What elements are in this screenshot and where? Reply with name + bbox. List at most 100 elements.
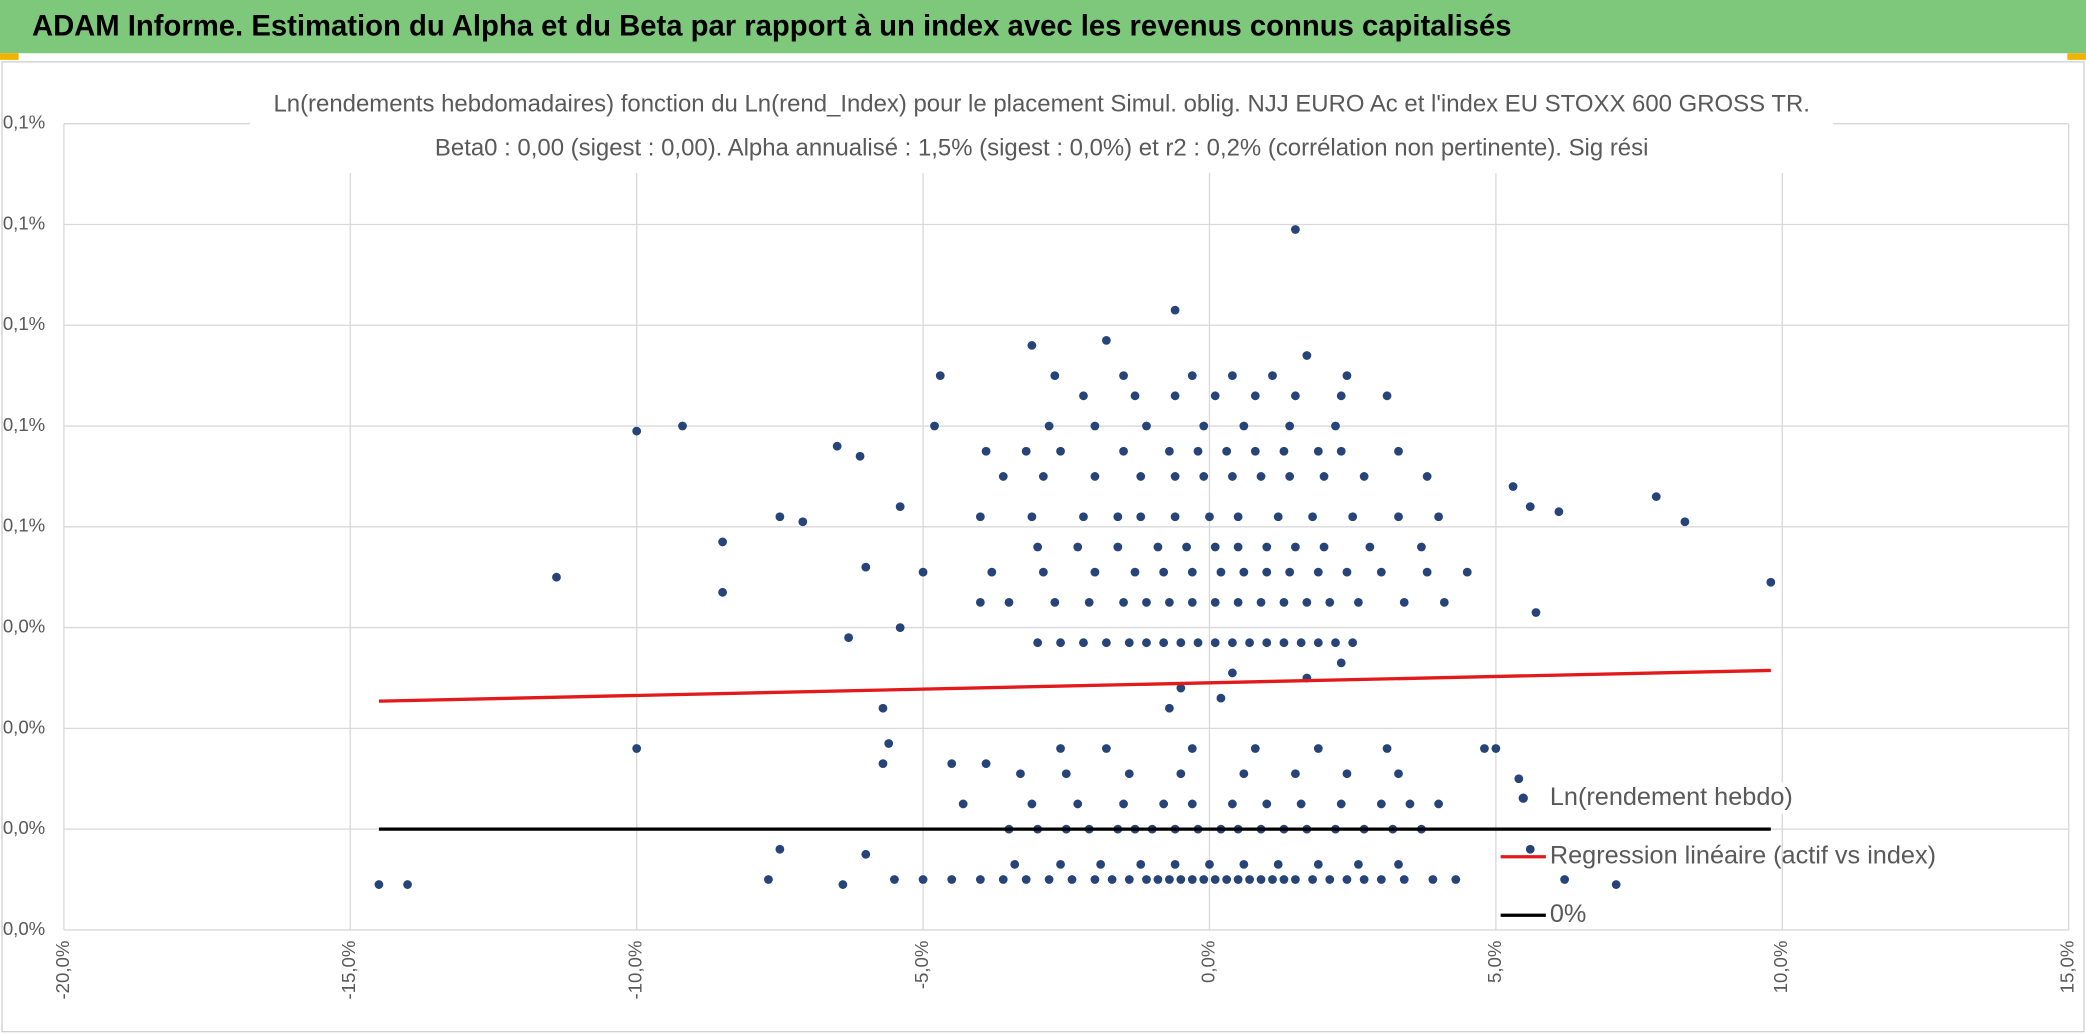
data-point [1376,567,1386,577]
data-point [1176,638,1186,648]
data-point [1228,668,1237,678]
data-point [1079,512,1088,522]
data-point [1291,875,1300,884]
data-point [1187,598,1197,607]
x-tick-label: 0,0% [1197,941,1218,983]
data-point [1182,542,1191,552]
data-point [975,598,985,607]
x-tick-label: -15,0% [338,941,359,1000]
data-point [1491,744,1501,753]
data-point [1296,799,1306,809]
data-point [1021,875,1031,884]
data-point [1405,799,1415,809]
data-point [1313,744,1323,753]
data-point [861,849,871,859]
data-point [1342,567,1352,577]
data-point [1170,472,1180,481]
data-point [1199,421,1209,431]
data-point [1239,769,1249,779]
data-point [1187,799,1197,809]
data-point [1187,744,1197,753]
data-point [1417,542,1426,552]
data-point [1004,598,1014,607]
data-point [1193,638,1203,648]
data-point [1245,638,1254,648]
data-point [1680,517,1690,527]
data-point [1439,598,1449,607]
data-point [1268,371,1277,381]
data-point [1376,875,1386,884]
data-point [1508,482,1518,491]
data-point [832,441,842,451]
data-point [1142,638,1151,648]
data-point [1382,391,1392,401]
legend-label: 0% [1550,900,1587,928]
legend-marker [1518,793,1528,803]
data-point [1342,769,1352,779]
data-point [678,421,687,431]
data-point [1233,598,1243,607]
data-point [1153,542,1163,552]
data-point [1514,774,1524,784]
data-point [1090,567,1100,577]
data-point [1130,391,1140,401]
data-point [1044,875,1054,884]
data-point [1113,542,1123,552]
data-point [1153,875,1163,884]
data-point [1291,769,1300,779]
y-tick-label: 0,1% [3,313,45,334]
data-point [1187,875,1197,884]
data-point [1205,860,1214,869]
data-point [1480,744,1489,753]
data-point [1199,875,1209,884]
data-point [1233,512,1243,522]
data-point [1124,875,1134,884]
data-point [1239,421,1249,431]
data-point [1525,502,1535,512]
data-point [1124,769,1134,779]
data-point [1313,567,1323,577]
data-point [1164,703,1174,713]
data-point [1079,391,1088,401]
data-point [1262,542,1272,552]
data-point [1056,860,1065,869]
data-point [1021,446,1031,456]
data-point [987,567,997,577]
data-point [1205,512,1214,522]
data-point [947,759,957,769]
x-tick-label: -20,0% [52,941,73,1000]
data-point [1308,512,1317,522]
data-point [1250,744,1260,753]
chart-subtitle: Beta0 : 0,00 (sigest : 0,00). Alpha annu… [435,134,1649,161]
data-point [552,572,561,582]
data-point [1560,875,1570,884]
data-point [1159,567,1169,577]
data-point [1210,875,1220,884]
data-point [1038,472,1048,481]
data-point [1210,542,1220,552]
data-point [1394,446,1403,456]
data-point [1033,638,1043,648]
data-point [1291,225,1300,234]
data-point [1101,744,1111,753]
data-point [1279,638,1289,648]
data-point [1434,799,1443,809]
data-point [1302,351,1312,360]
data-point [918,875,928,884]
legend-backdrop [1545,782,1799,815]
data-point [1399,875,1409,884]
data-point [947,875,957,884]
data-point [1525,844,1535,854]
data-point [1210,638,1220,648]
data-point [1056,744,1065,753]
data-point [1056,638,1065,648]
data-point [1124,638,1134,648]
data-point [1073,542,1083,552]
data-point [1038,567,1048,577]
data-point [1130,567,1140,577]
data-point [1239,860,1249,869]
data-point [1262,567,1272,577]
data-point [1010,860,1020,869]
data-point [1394,512,1403,522]
y-tick-label: 0,0% [3,918,45,939]
